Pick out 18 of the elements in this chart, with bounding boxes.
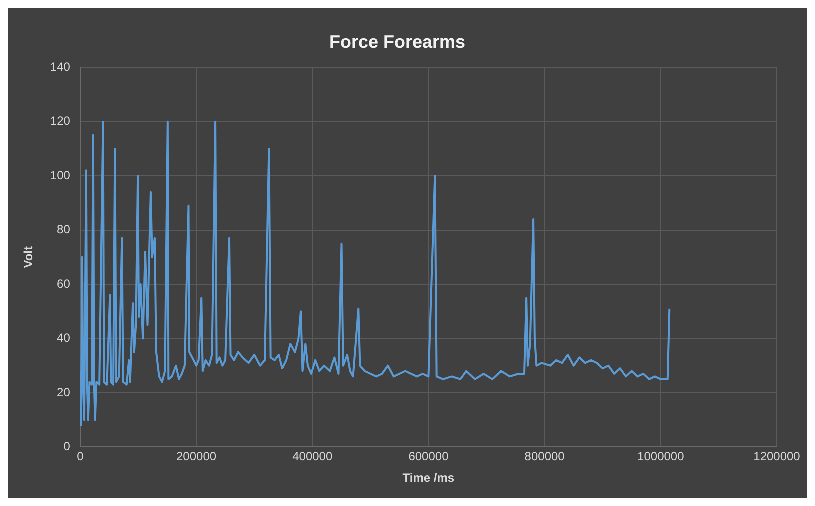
- y-axis-title: Volt: [22, 246, 36, 268]
- y-tick-label: 100: [50, 168, 71, 182]
- x-tick-label: 400000: [292, 450, 333, 464]
- y-tick-label: 0: [64, 440, 71, 454]
- y-tick-label: 80: [57, 222, 71, 237]
- y-tick-label: 20: [57, 385, 71, 400]
- x-tick-label: 800000: [524, 450, 566, 464]
- x-tick-label: 600000: [408, 450, 450, 464]
- x-tick-label: 1200000: [754, 450, 801, 464]
- x-tick-label: 200000: [176, 450, 217, 464]
- y-tick-label: 120: [50, 114, 71, 128]
- x-tick-label: 0: [77, 450, 84, 464]
- y-tick-label: 60: [57, 276, 71, 291]
- x-axis-title: Time /ms: [402, 471, 455, 486]
- x-tick-label: 1000000: [638, 450, 685, 464]
- y-tick-label: 140: [50, 60, 71, 74]
- chart-title: Force Forearms: [329, 32, 466, 52]
- y-tick-label: 40: [57, 331, 71, 346]
